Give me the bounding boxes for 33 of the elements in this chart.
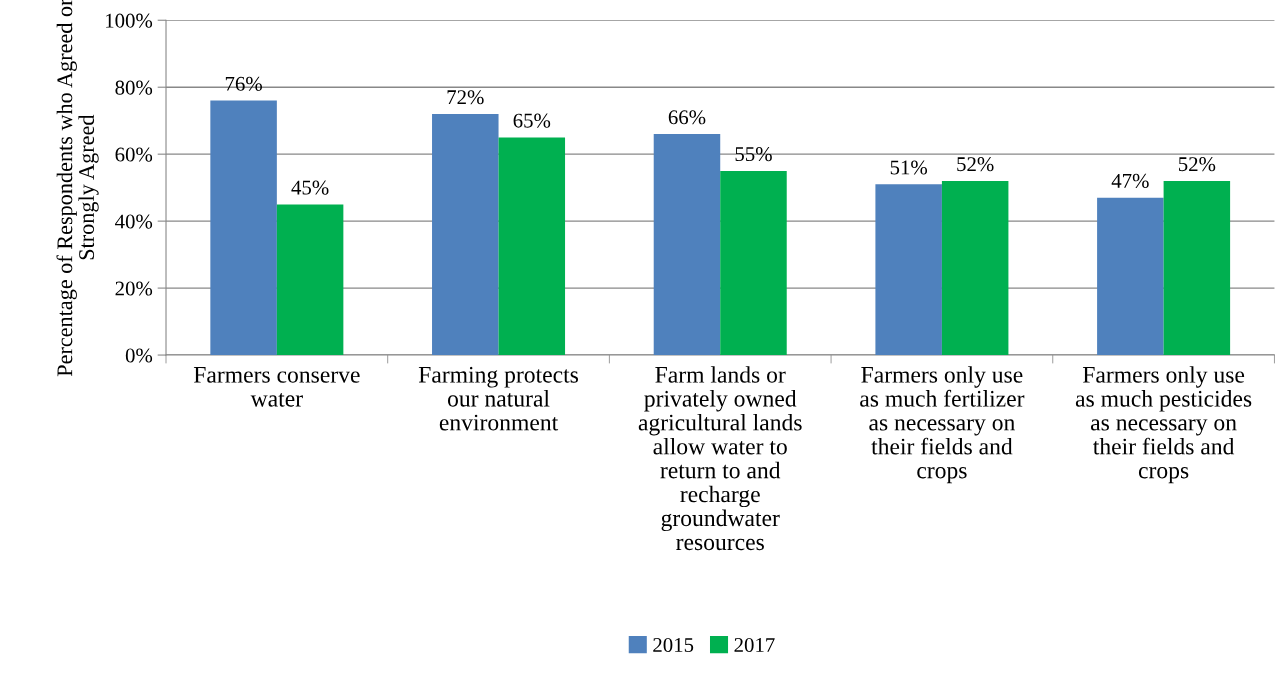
data-label: 51% bbox=[890, 160, 928, 175]
y-tick-label: 80% bbox=[115, 80, 153, 95]
x-tick-label: Farm lands or privately owned agricultural lands allow water to return to and recharge groundwater resources bbox=[638, 366, 802, 551]
data-label: 65% bbox=[513, 113, 551, 128]
data-label: 66% bbox=[668, 110, 706, 125]
data-label: 47% bbox=[1111, 173, 1149, 188]
y-tick-label: 40% bbox=[115, 214, 153, 229]
bar bbox=[1097, 197, 1164, 356]
data-label: 52% bbox=[957, 157, 994, 172]
legend-label: 2015 bbox=[653, 637, 694, 653]
y-tick-label: 100% bbox=[106, 13, 153, 28]
bar bbox=[276, 204, 344, 356]
bar bbox=[210, 100, 277, 356]
x-tick-label: Farmers only use as much pesticides as necessary on their fields and crops bbox=[1075, 366, 1252, 484]
bar bbox=[653, 134, 721, 356]
bar bbox=[875, 184, 942, 356]
data-label: 55% bbox=[735, 147, 772, 162]
bar bbox=[720, 170, 787, 356]
y-tick-label: 20% bbox=[115, 281, 153, 296]
bar bbox=[498, 137, 566, 356]
y-tick-label: 60% bbox=[115, 147, 153, 162]
x-tick-label: Farming protects our natural environment bbox=[418, 366, 579, 431]
x-tick-label: Farmers only use as much fertilizer as necessary on their fields and crops bbox=[860, 366, 1025, 484]
bar bbox=[432, 113, 499, 356]
data-label: 72% bbox=[447, 90, 484, 105]
bar bbox=[1163, 180, 1231, 356]
data-label: 76% bbox=[225, 76, 262, 91]
bar bbox=[941, 180, 1009, 356]
data-label: 45% bbox=[291, 180, 329, 195]
x-tick-label: Farmers conserve water bbox=[193, 367, 360, 407]
y-tick-label: 0% bbox=[125, 348, 153, 363]
legend-label: 2017 bbox=[734, 637, 775, 653]
data-label: 52% bbox=[1178, 157, 1216, 172]
